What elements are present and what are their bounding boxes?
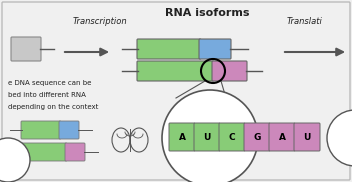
FancyBboxPatch shape bbox=[11, 37, 41, 61]
FancyBboxPatch shape bbox=[2, 2, 350, 180]
FancyBboxPatch shape bbox=[244, 123, 270, 151]
FancyBboxPatch shape bbox=[269, 123, 295, 151]
Circle shape bbox=[162, 90, 258, 182]
Text: A: A bbox=[278, 132, 285, 141]
Text: G: G bbox=[253, 132, 261, 141]
FancyBboxPatch shape bbox=[219, 123, 245, 151]
FancyBboxPatch shape bbox=[194, 123, 220, 151]
Text: depending on the context: depending on the context bbox=[8, 104, 98, 110]
FancyBboxPatch shape bbox=[169, 123, 195, 151]
FancyBboxPatch shape bbox=[199, 39, 231, 59]
Text: A: A bbox=[178, 132, 186, 141]
Text: U: U bbox=[303, 132, 311, 141]
FancyBboxPatch shape bbox=[21, 121, 61, 139]
Text: U: U bbox=[203, 132, 211, 141]
Text: e DNA sequence can be: e DNA sequence can be bbox=[8, 80, 92, 86]
FancyBboxPatch shape bbox=[294, 123, 320, 151]
Text: Transcription: Transcription bbox=[73, 17, 127, 27]
Circle shape bbox=[327, 110, 352, 166]
Text: C: C bbox=[229, 132, 235, 141]
FancyBboxPatch shape bbox=[212, 61, 247, 81]
Text: RNA isoforms: RNA isoforms bbox=[165, 8, 249, 18]
FancyBboxPatch shape bbox=[65, 143, 85, 161]
FancyBboxPatch shape bbox=[59, 121, 79, 139]
Circle shape bbox=[0, 138, 30, 182]
FancyBboxPatch shape bbox=[137, 61, 214, 81]
FancyBboxPatch shape bbox=[21, 143, 67, 161]
Text: Translati: Translati bbox=[287, 17, 323, 27]
FancyBboxPatch shape bbox=[137, 39, 201, 59]
Text: bed into different RNA: bed into different RNA bbox=[8, 92, 86, 98]
